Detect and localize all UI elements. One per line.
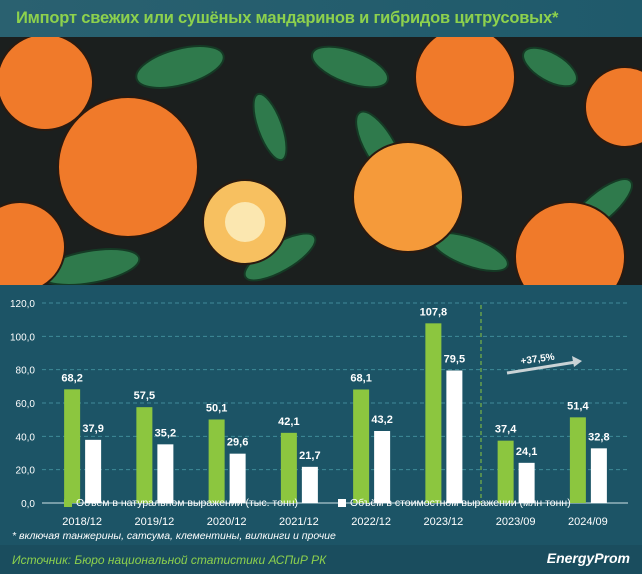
data-label: 37,9 <box>82 423 103 435</box>
tangerine-illustration <box>0 37 642 285</box>
x-tick-label: 2023/12 <box>423 516 463 528</box>
bar-value <box>518 462 535 503</box>
bar-volume <box>569 417 586 503</box>
data-label: 57,5 <box>134 390 155 402</box>
y-tick-label: 0,0 <box>21 499 35 510</box>
chart-title: Импорт свежих или сушёных мандаринов и г… <box>16 9 559 27</box>
data-label: 51,4 <box>567 400 589 412</box>
x-tick-label: 2019/12 <box>134 516 174 528</box>
energyprom-logo: EnergyProm <box>546 550 630 566</box>
footer: Источник: Бюро национальной статистики А… <box>0 545 642 574</box>
bar-chart: 0,0 20,0 40,0 60,0 80,0 100,0 120,0 68,2 37,9 201… <box>10 299 628 528</box>
data-label: 37,4 <box>495 424 517 436</box>
growth-arrow <box>506 360 577 375</box>
y-tick-label: 20,0 <box>16 466 36 477</box>
y-tick-label: 120,0 <box>10 299 35 310</box>
legend-label: Объём в натуральном выражении (тыс. тонн… <box>76 497 299 509</box>
x-tick-label: 2023/09 <box>496 516 536 528</box>
x-tick-label: 2024/09 <box>568 516 608 528</box>
bar-value <box>590 448 607 503</box>
data-label: 43,2 <box>371 414 392 426</box>
data-label: 32,8 <box>588 431 609 443</box>
title-band: Импорт свежих или сушёных мандаринов и г… <box>0 0 642 37</box>
bar-value <box>85 439 102 503</box>
legend-item-volume: Объём в натуральном выражении (тыс. тонн… <box>64 497 298 509</box>
bar-volume <box>425 323 442 503</box>
legend-swatch-white <box>338 499 346 507</box>
y-tick-label: 80,0 <box>16 366 36 377</box>
bar-value <box>157 444 174 503</box>
bar-volume <box>136 407 153 503</box>
bar-volume <box>280 432 297 503</box>
legend-swatch-green <box>64 499 72 507</box>
footnote: * включая танжерины, сатсума, клементины… <box>12 530 336 542</box>
bar-volume <box>353 389 370 503</box>
bar-volume <box>64 389 81 503</box>
data-label: 42,1 <box>278 416 299 428</box>
x-tick-label: 2021/12 <box>279 516 319 528</box>
y-tick-label: 40,0 <box>16 432 36 443</box>
bar-value <box>446 370 463 503</box>
x-tick-label: 2020/12 <box>207 516 247 528</box>
data-label: 68,1 <box>350 373 371 385</box>
x-tick-label: 2022/12 <box>351 516 391 528</box>
x-tick-label: 2018/12 <box>62 516 102 528</box>
source-text: Источник: Бюро национальной статистики А… <box>12 553 327 567</box>
bar-volume <box>208 419 225 503</box>
data-label: 68,2 <box>61 372 82 384</box>
bar-value <box>229 453 246 503</box>
data-label: 50,1 <box>206 403 227 415</box>
data-label: 107,8 <box>420 306 448 318</box>
data-label: 21,7 <box>299 450 320 462</box>
growth-arrowhead <box>572 356 582 367</box>
y-tick-label: 60,0 <box>16 399 36 410</box>
data-label: 79,5 <box>444 354 465 366</box>
growth-annotation: +37,5% <box>520 352 555 368</box>
data-label: 29,6 <box>227 437 248 449</box>
legend-label: Объём в стоимостном выражении (млн тонн) <box>350 497 571 509</box>
bar-volume <box>497 440 514 503</box>
bar-value <box>301 466 318 503</box>
data-label: 35,2 <box>155 427 176 439</box>
data-label: 24,1 <box>516 446 537 458</box>
bar-value <box>374 431 391 503</box>
legend-item-value: Объём в стоимостном выражении (млн тонн) <box>338 497 571 509</box>
y-tick-label: 100,0 <box>10 332 35 343</box>
